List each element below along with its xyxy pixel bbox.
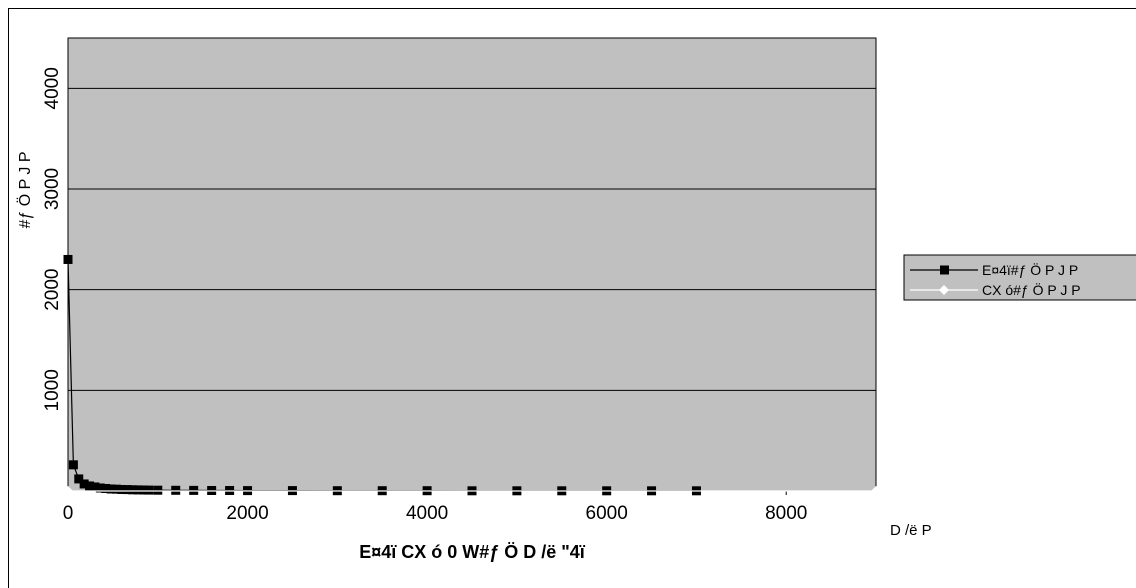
data-point <box>63 254 73 264</box>
x-tick-label: 6000 <box>586 503 628 524</box>
data-point <box>122 485 132 495</box>
data-point <box>871 486 881 496</box>
data-point <box>79 479 89 489</box>
data-point <box>85 481 95 491</box>
y-tick-label: 1000 <box>42 369 63 411</box>
y-tick-labels: 1000 2000 3000 4000 <box>42 67 63 411</box>
data-point <box>133 485 143 495</box>
data-point <box>95 483 105 493</box>
legend-marker-0 <box>940 265 949 275</box>
plot-area <box>67 37 877 492</box>
data-point <box>153 485 163 495</box>
x-tick-label: 8000 <box>765 503 807 524</box>
x-axis-label: E¤4ï CX ó 0 W#ƒ Ö D /ë "4ï <box>359 542 586 562</box>
data-point <box>189 485 199 495</box>
legend-label-1: CX ó#ƒ Ö P J P <box>982 281 1081 298</box>
y-tick-label: 3000 <box>42 168 63 210</box>
data-point <box>63 486 73 496</box>
data-point <box>106 484 116 494</box>
data-point <box>111 484 121 494</box>
x-tick-labels: 0 2000 4000 6000 8000 <box>63 491 807 524</box>
data-point <box>74 474 84 484</box>
data-point <box>117 484 127 494</box>
x-tick-label: 0 <box>63 503 74 524</box>
y-tick-label: 2000 <box>42 269 63 311</box>
x-tick-label: 4000 <box>406 503 448 524</box>
x-unit-label: D /ë P <box>890 522 932 539</box>
data-point <box>68 460 78 470</box>
chart: 1000 2000 3000 4000 0 2000 4000 6000 8000 #ƒ Ö … <box>16 37 1136 562</box>
y-axis-label: #ƒ Ö P J P <box>16 151 34 228</box>
gridlines <box>68 87 876 391</box>
x-tick-label: 2000 <box>226 503 268 524</box>
series-layer <box>63 254 881 496</box>
chart-frame <box>8 8 1136 588</box>
data-point <box>138 485 148 495</box>
data-point <box>90 482 100 492</box>
data-point <box>101 483 111 493</box>
legend: E¤4ï#ƒ Ö P J P CX ó#ƒ Ö P J P <box>903 254 1136 301</box>
legend-label-0: E¤4ï#ƒ Ö P J P <box>982 261 1078 278</box>
data-point <box>128 485 138 495</box>
data-point <box>171 485 181 495</box>
legend-marker-1 <box>939 285 949 295</box>
y-tick-label: 4000 <box>42 67 63 109</box>
data-point <box>144 485 154 495</box>
